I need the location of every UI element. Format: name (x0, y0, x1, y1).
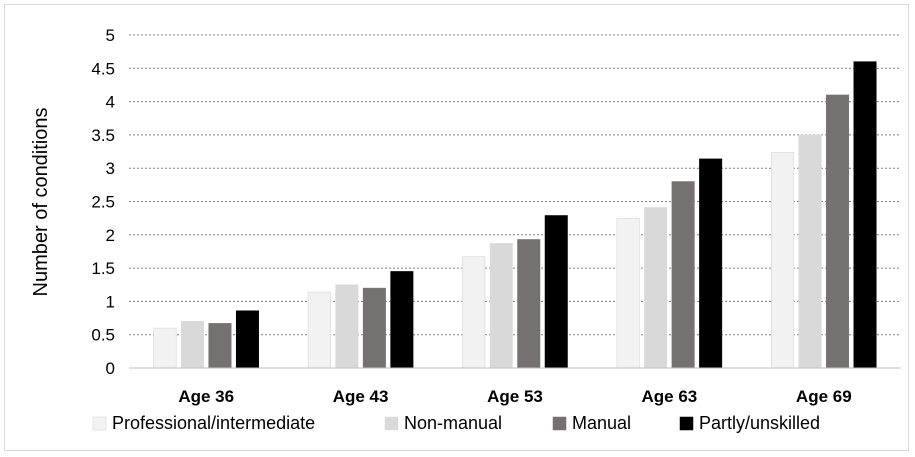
bar-age-69-2 (798, 134, 822, 369)
bar-age-43-1 (307, 291, 331, 369)
bar-age-63-1 (616, 217, 640, 369)
y-tick-label: 0 (106, 359, 115, 378)
bar-age-53-4 (544, 215, 568, 369)
y-tick-label: 5 (106, 26, 115, 45)
bar-age-63-4 (699, 158, 723, 369)
bar-age-53-1 (462, 256, 486, 369)
y-tick-label: 1.5 (91, 259, 115, 278)
bar-age-53-2 (489, 243, 513, 369)
axes: 0 0.5 1 1.5 2 2.5 3 3.5 4 4.5 5 Age 36 Age 43 Age 53 A… (91, 26, 901, 406)
bar-age-43-2 (335, 284, 359, 369)
bar-age-69-3 (826, 94, 850, 369)
y-tick-label: 3 (106, 159, 115, 178)
legend-label: Professional/intermediate (112, 413, 315, 433)
y-tick-label: 2 (106, 226, 115, 245)
y-axis-title: Number of conditions (30, 108, 52, 297)
legend: Professional/intermediate Non-manual Manua… (92, 413, 820, 433)
y-tick-label: 0.5 (91, 326, 115, 345)
x-category-label: Age 69 (796, 387, 852, 406)
legend-swatch (92, 416, 107, 431)
legend-label: Non-manual (404, 413, 502, 433)
legend-swatch (384, 416, 399, 431)
x-category-label: Age 43 (333, 387, 389, 406)
bar-age-53-3 (517, 239, 541, 369)
bar-age-69-4 (853, 61, 877, 369)
bar-age-63-2 (644, 207, 668, 369)
bars (153, 61, 877, 369)
gridlines (129, 34, 901, 336)
legend-swatch (552, 416, 567, 431)
y-tick-label: 4.5 (91, 59, 115, 78)
y-tick-label: 3.5 (91, 126, 115, 145)
legend-swatch (679, 416, 694, 431)
x-category-label: Age 36 (178, 387, 234, 406)
legend-label: Manual (572, 413, 631, 433)
y-tick-label: 4 (106, 93, 115, 112)
bar-age-63-3 (671, 181, 695, 369)
bar-age-36-3 (208, 323, 232, 369)
bar-age-43-4 (390, 271, 414, 369)
bar-chart: 0 0.5 1 1.5 2 2.5 3 3.5 4 4.5 5 Age 36 Age 43 Age 53 A… (30, 26, 901, 433)
bar-age-69-1 (771, 151, 795, 369)
bar-age-43-3 (362, 287, 386, 369)
legend-label: Partly/unskilled (699, 413, 820, 433)
bar-age-36-1 (153, 327, 177, 369)
chart-frame: 0 0.5 1 1.5 2 2.5 3 3.5 4 4.5 5 Age 36 Age 43 Age 53 A… (4, 4, 909, 451)
y-tick-label: 1 (106, 292, 115, 311)
bar-age-36-4 (235, 310, 259, 369)
x-category-label: Age 53 (487, 387, 543, 406)
y-tick-label: 2.5 (91, 193, 115, 212)
bar-age-36-2 (180, 321, 204, 369)
x-category-label: Age 63 (642, 387, 698, 406)
